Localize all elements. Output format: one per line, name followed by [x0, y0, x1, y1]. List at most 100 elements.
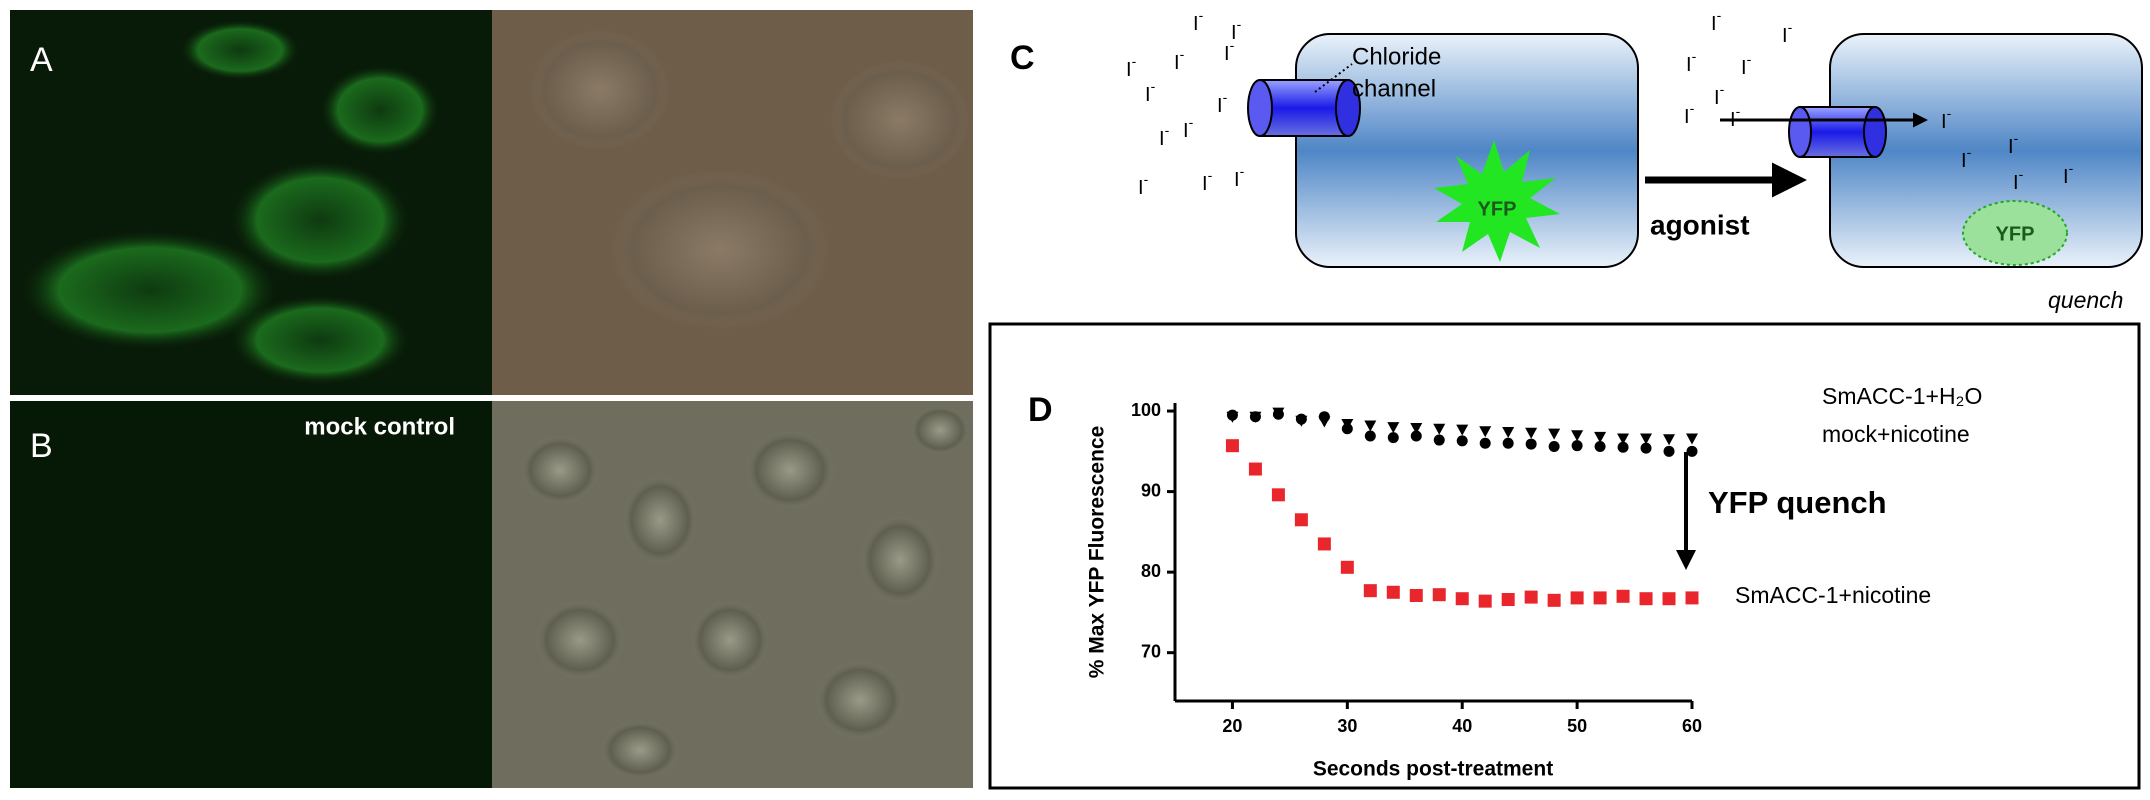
ion-charge: -	[1199, 7, 1204, 23]
point	[1410, 430, 1422, 442]
x-tick-label: 40	[1452, 716, 1472, 736]
fluorescence-image	[10, 401, 492, 788]
panel-label: C	[1010, 39, 1035, 77]
ion-symbol: I	[2013, 172, 2019, 194]
point	[1663, 445, 1675, 457]
point	[1571, 440, 1583, 452]
channel	[1247, 79, 1361, 137]
ion-charge: -	[2014, 130, 2019, 146]
ion-label: I-	[1684, 100, 1695, 129]
cell	[520, 435, 600, 505]
point	[1548, 440, 1560, 452]
panel-label: A	[30, 41, 53, 79]
point	[1433, 434, 1445, 446]
x-tick-label: 60	[1682, 716, 1702, 736]
quench-label: quench	[2048, 287, 2123, 313]
series-label: mock+nicotine	[1822, 421, 1970, 447]
y-tick-label: 100	[1131, 400, 1161, 420]
ion-symbol: I	[1126, 59, 1132, 81]
ion-label: I-	[1234, 163, 1245, 192]
y-tick-label: 70	[1141, 641, 1161, 661]
cell-body	[1295, 33, 1639, 268]
ion-symbol: I	[1741, 57, 1747, 79]
point	[1225, 439, 1239, 453]
point	[1525, 438, 1537, 450]
ion-symbol: I	[1730, 109, 1736, 131]
ion-symbol: I	[1224, 43, 1230, 65]
point	[1640, 442, 1652, 454]
cell	[830, 60, 970, 180]
ion-charge: -	[1132, 53, 1137, 69]
ion-symbol: I	[2063, 166, 2069, 188]
channel	[1788, 106, 1887, 158]
ion-charge: -	[1237, 16, 1242, 32]
point	[1409, 588, 1423, 602]
cell	[910, 405, 970, 455]
point	[1432, 588, 1446, 602]
channel-label: channel	[1352, 75, 1436, 102]
cell	[530, 30, 670, 150]
point	[1271, 488, 1285, 502]
caption: mock control	[304, 413, 455, 440]
point	[1294, 513, 1308, 527]
cell	[745, 430, 835, 510]
ion-charge: -	[1736, 103, 1741, 119]
point	[1479, 426, 1492, 438]
ion-symbol: I	[1686, 54, 1692, 76]
point	[1364, 420, 1377, 432]
point	[1593, 591, 1607, 605]
x-axis-label: Seconds post-treatment	[1313, 758, 1553, 781]
ion-label: I-	[1730, 103, 1741, 132]
point	[1525, 427, 1538, 439]
point	[1640, 433, 1653, 445]
panel-label: B	[30, 427, 53, 465]
ion-charge: -	[1720, 81, 1725, 97]
point	[1387, 422, 1400, 434]
ion-label: I-	[1183, 114, 1194, 143]
cell	[860, 515, 940, 605]
ion-charge: -	[1223, 89, 1228, 105]
cell	[610, 170, 830, 330]
ion-charge: -	[1690, 100, 1695, 116]
yfp-quenched	[1962, 200, 2068, 266]
ion-label: I-	[1174, 46, 1185, 75]
ion-charge: -	[1947, 105, 1952, 121]
ion-charge: -	[1189, 114, 1194, 130]
ion-symbol: I	[1961, 150, 1967, 172]
ion-label: I-	[1159, 122, 1170, 151]
ion-symbol: I	[1193, 13, 1199, 35]
point	[1571, 430, 1584, 442]
ion-label: I-	[2063, 160, 2074, 189]
x-tick-label: 20	[1222, 716, 1242, 736]
ion-symbol: I	[1145, 84, 1151, 106]
ion-label: I-	[1741, 51, 1752, 80]
ion-charge: -	[1230, 37, 1235, 53]
point	[1594, 431, 1607, 443]
ion-label: I-	[1782, 19, 1793, 48]
point	[1478, 594, 1492, 608]
point	[1456, 424, 1469, 436]
point	[1249, 411, 1261, 423]
ion-charge: -	[1747, 51, 1752, 67]
cell	[622, 475, 698, 565]
point	[1455, 592, 1469, 606]
ion-symbol: I	[1174, 52, 1180, 74]
ion-label: I-	[1941, 105, 1952, 134]
ion-charge: -	[2019, 166, 2024, 182]
annotation: YFP quench	[1708, 485, 1887, 520]
panel-c: C Chloride channel YFP YFP agonist quenc…	[1010, 7, 2143, 313]
ion-symbol: I	[2008, 136, 2014, 158]
point	[1433, 423, 1446, 435]
ion-label: I-	[1961, 144, 1972, 173]
ion-label: I-	[1217, 89, 1228, 118]
ion-symbol: I	[1782, 25, 1788, 47]
point	[1363, 584, 1377, 598]
x-tick-label: 50	[1567, 716, 1587, 736]
point	[1456, 435, 1468, 447]
channel-end	[1247, 79, 1273, 137]
y-tick-label: 80	[1141, 561, 1161, 581]
ion-symbol: I	[1234, 169, 1240, 191]
ion-label: I-	[1231, 16, 1242, 45]
panel-d: D Seconds post-treatment % Max YFP Fluor…	[988, 322, 2141, 790]
